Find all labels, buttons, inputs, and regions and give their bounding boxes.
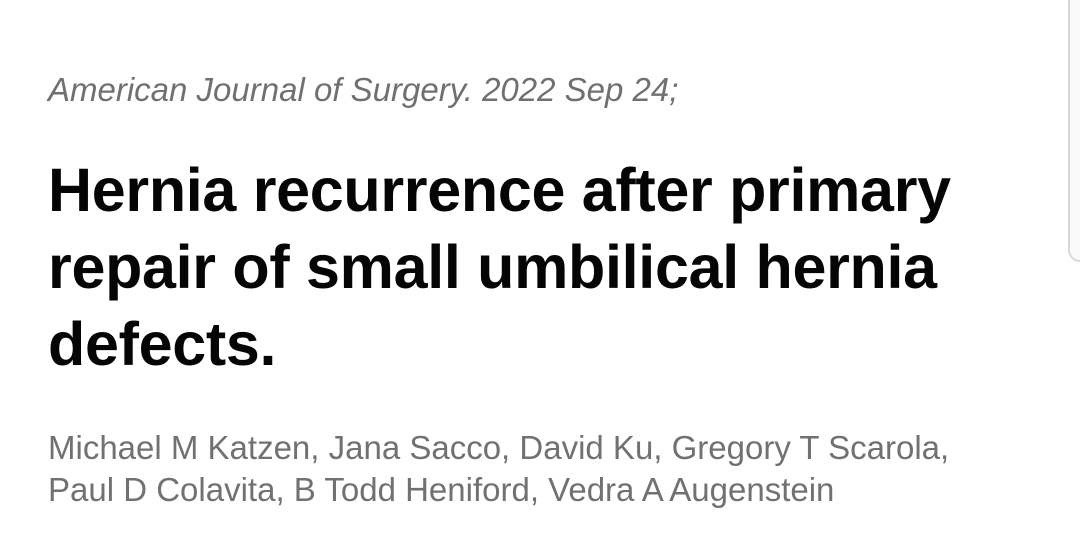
article-title: Hernia recurrence after primary repair o… <box>48 156 951 378</box>
author-line: Paul D Colavita, B Todd Heniford, Vedra … <box>48 471 835 508</box>
article-header: American Journal of Surgery. 2022 Sep 24… <box>48 70 1038 511</box>
author-list: Michael M Katzen, Jana Sacco, David Ku, … <box>48 427 1038 511</box>
journal-citation: American Journal of Surgery. 2022 Sep 24… <box>48 71 679 108</box>
scroll-indicator[interactable] <box>1068 0 1080 262</box>
author-line: Michael M Katzen, Jana Sacco, David Ku, … <box>48 429 950 466</box>
